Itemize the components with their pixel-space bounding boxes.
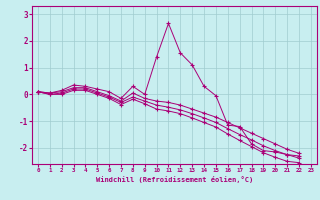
X-axis label: Windchill (Refroidissement éolien,°C): Windchill (Refroidissement éolien,°C) bbox=[96, 176, 253, 183]
